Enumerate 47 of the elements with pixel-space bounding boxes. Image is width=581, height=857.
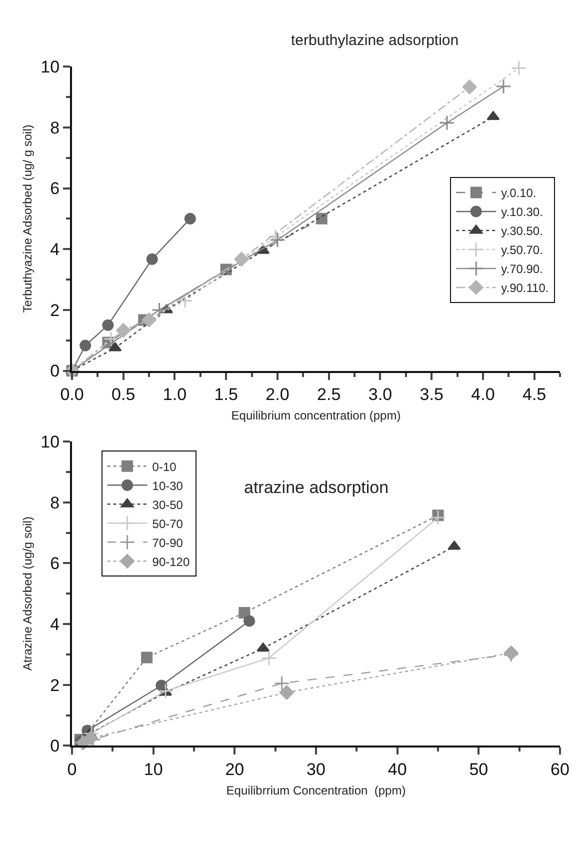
legend-label: 50-70 — [152, 516, 184, 531]
y-tick-label: 0 — [50, 736, 60, 756]
x-tick-label: 20 — [225, 760, 244, 780]
x-tick-label: 2.5 — [317, 385, 341, 404]
y-tick-label: 4 — [50, 614, 60, 634]
legend-label: y.0.10. — [501, 186, 536, 200]
x-tick-label: 3.5 — [420, 385, 444, 404]
legend-label: 0-10 — [152, 460, 177, 474]
x-tick-label: 0 — [67, 760, 77, 780]
y-tick-label: 10 — [40, 58, 60, 77]
x-axis-title: Equilibrium concentration (ppm) — [231, 408, 401, 423]
y-axis-title: Terbuthyazine Adsorbed (ug/ g soil) — [20, 124, 34, 313]
text: atrazine adsorption — [244, 478, 389, 497]
legend-label: y.50.70. — [501, 243, 543, 258]
x-tick-label: 4.5 — [522, 385, 546, 404]
x-tick-label: 0.5 — [112, 385, 136, 404]
y-tick-label: 2 — [50, 676, 60, 695]
x-tick-label: 4.0 — [471, 385, 495, 404]
legend-label: y.10.30. — [501, 205, 543, 220]
y-tick-label: 8 — [50, 118, 60, 138]
x-tick-label: 2.0 — [266, 385, 290, 404]
y-tick-label: 2 — [50, 300, 60, 320]
chart-title: terbuthylazine adsorption — [291, 32, 459, 49]
x-tick-label: 10 — [144, 760, 163, 780]
y-axis-title: Atrazine Adsorbed (ug/g soil) — [20, 516, 34, 671]
legend-label: y.70.90. — [501, 262, 543, 276]
y-tick-label: 6 — [50, 179, 60, 198]
y-tick-label: 6 — [50, 554, 60, 574]
x-tick-label: 3.0 — [368, 385, 392, 404]
x-tick-label: 0.0 — [60, 385, 84, 404]
legend-label: y.30.50. — [501, 224, 543, 238]
y-tick-label: 0 — [50, 362, 60, 381]
y-tick-label: 10 — [40, 432, 60, 452]
x-tick-label: 60 — [550, 760, 570, 780]
y-tick-label: 8 — [50, 493, 60, 512]
legend-label: 30-50 — [152, 498, 184, 512]
x-tick-label: 1.5 — [214, 385, 238, 404]
y-tick-label: 4 — [50, 240, 60, 260]
legend-label: 10-30 — [152, 478, 184, 493]
x-tick-label: 30 — [306, 760, 326, 780]
legend-label: y.90.110. — [501, 281, 549, 296]
legend-label: 70-90 — [152, 536, 184, 550]
legend-label: 90-120 — [152, 554, 190, 569]
x-tick-label: 40 — [388, 760, 407, 780]
x-axis-title: Equilibrrium Concentration (ppm) — [226, 783, 406, 798]
x-tick-label: 1.0 — [162, 385, 187, 404]
x-tick-label: 50 — [469, 760, 488, 780]
